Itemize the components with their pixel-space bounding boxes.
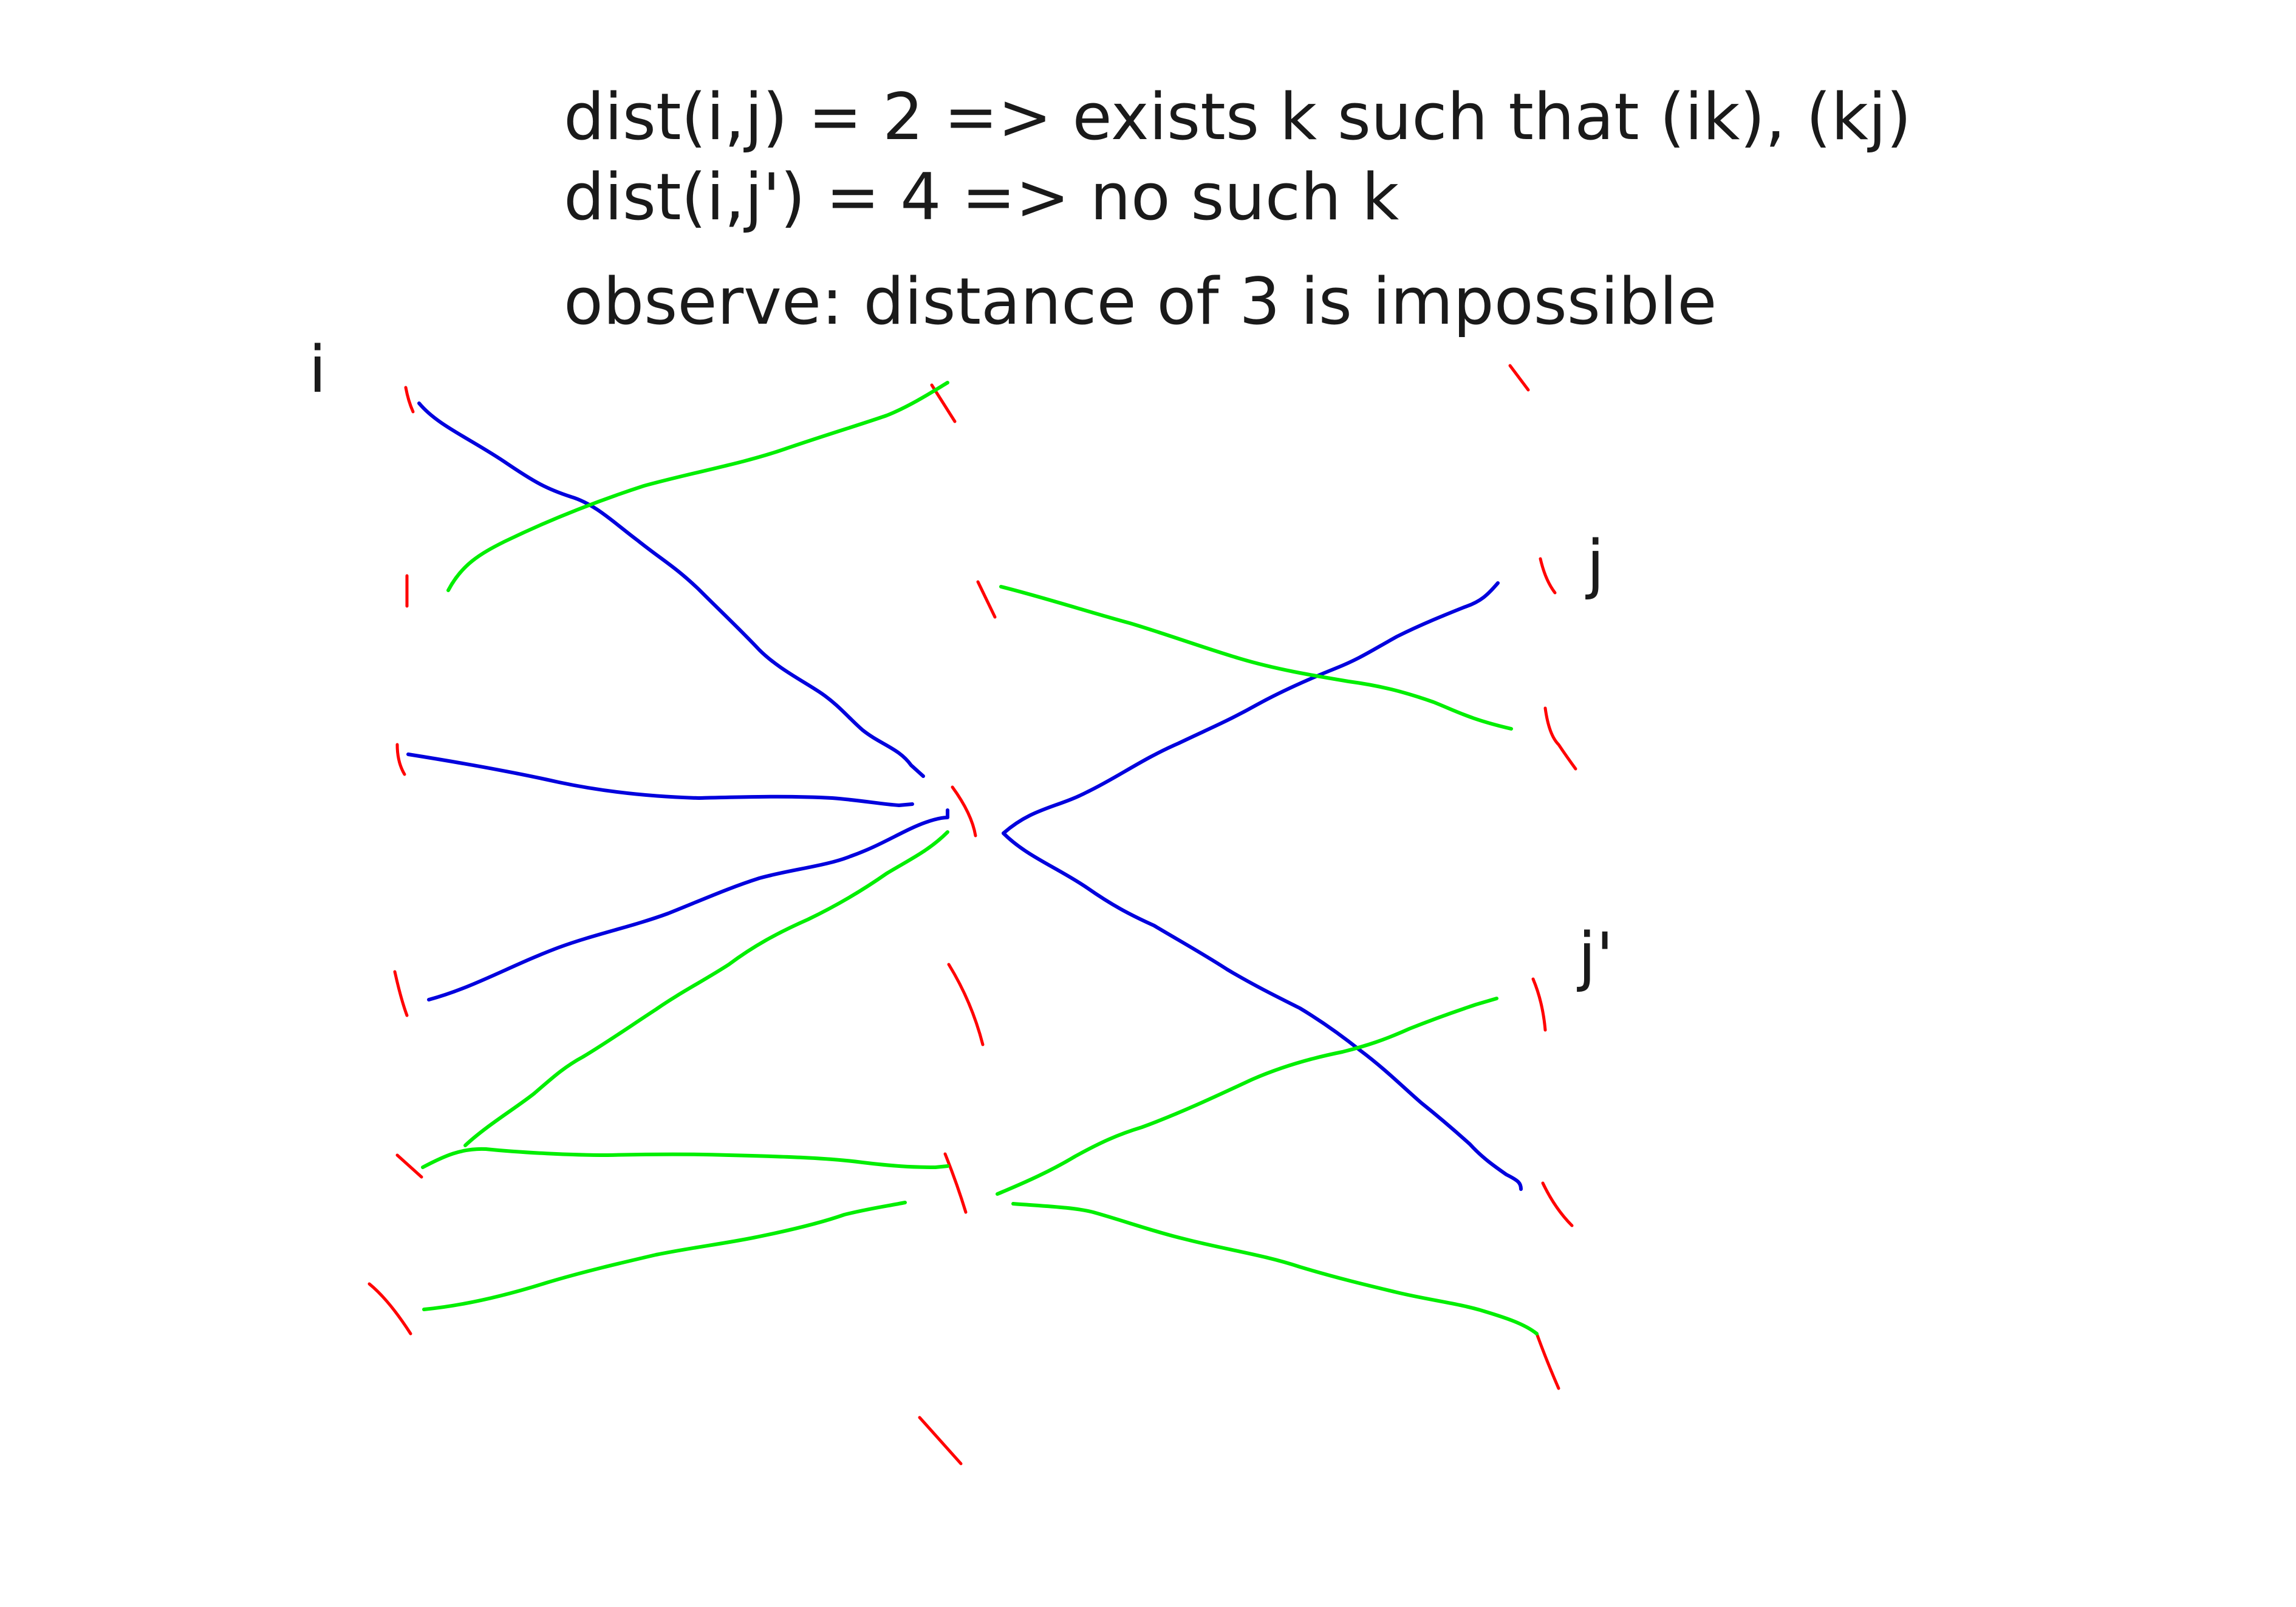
vertex-mark-mid-2 bbox=[976, 580, 997, 619]
green-edge-left6-to-mid5 bbox=[422, 1201, 907, 1311]
vertex-mark-left-6 bbox=[367, 1282, 412, 1336]
vertex-mark-right-4 bbox=[1531, 977, 1547, 1032]
vertex-mark-right-2 bbox=[1539, 557, 1557, 595]
green-edge-left5-to-mid3 bbox=[463, 830, 949, 1147]
vertex-label-j: j bbox=[1587, 527, 1605, 601]
blue-edge-i-to-k bbox=[417, 401, 925, 778]
green-edge-left2-to-mid1 bbox=[446, 381, 949, 592]
vertex-mark-mid-3 bbox=[951, 785, 977, 838]
note-observe: observe: distance of 3 is impossible bbox=[564, 264, 1717, 339]
vertex-label-j-prime: j' bbox=[1578, 919, 1614, 994]
vertex-mark-right-5 bbox=[1541, 1181, 1574, 1227]
vertex-mark-mid-4 bbox=[947, 963, 985, 1046]
blue-edge-k-to-right5 bbox=[1002, 831, 1523, 1191]
vertex-mark-left-4 bbox=[393, 970, 409, 1017]
vertex-mark-right-6 bbox=[1535, 1332, 1560, 1390]
green-edge-mid5-to-right4 bbox=[996, 997, 1498, 1196]
vertex-mark-mid-5 bbox=[943, 1152, 968, 1214]
green-edge-mid5-to-right6 bbox=[1011, 1202, 1539, 1336]
note-dist-ij-prime: dist(i,j') = 4 => no such k bbox=[564, 160, 1399, 234]
green-edge-mid2-to-right3 bbox=[999, 585, 1513, 731]
blue-edge-left4-to-k bbox=[427, 808, 949, 1001]
blue-edge-k-to-j bbox=[1002, 581, 1500, 835]
vertex-mark-left-3 bbox=[395, 743, 406, 776]
vertex-mark-right-3 bbox=[1543, 706, 1577, 771]
vertex-mark-right-1 bbox=[1508, 364, 1530, 392]
vertex-label-i: i bbox=[309, 332, 327, 407]
vertex-mark-left-1 bbox=[404, 386, 415, 414]
vertex-mark-left-5 bbox=[395, 1153, 423, 1179]
vertex-mark-mid-6 bbox=[918, 1416, 963, 1465]
note-dist-ij: dist(i,j) = 2 => exists k such that (ik)… bbox=[564, 80, 1912, 154]
blue-edge-left3-to-k bbox=[406, 752, 914, 807]
green-edge-left5-to-mid5 bbox=[421, 1147, 949, 1169]
